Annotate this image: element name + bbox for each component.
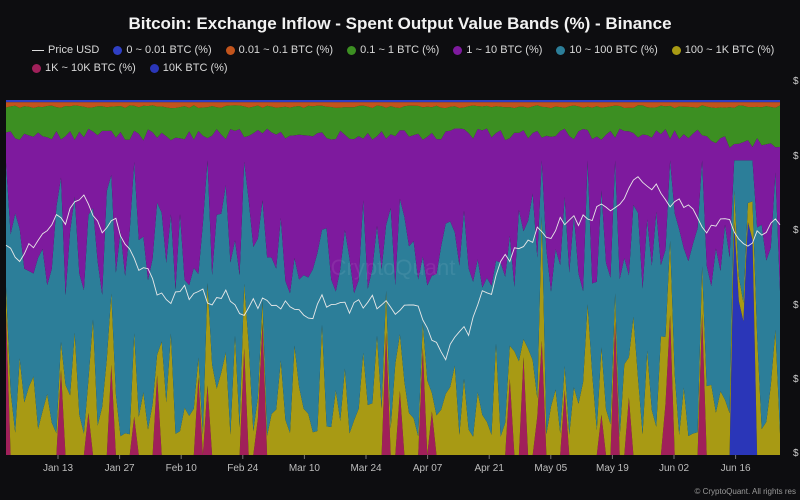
x-tick-label-6: Apr 07 xyxy=(413,463,443,474)
copyright-footer: © CryptoQuant. All rights res xyxy=(694,487,797,496)
legend-swatch-3 xyxy=(347,45,357,55)
legend-label-1: 0 ~ 0.01 BTC (%) xyxy=(126,44,212,56)
x-tick-label-5: Mar 24 xyxy=(350,463,382,474)
legend-item-8[interactable]: 10K BTC (%) xyxy=(149,60,228,76)
x-tick-label-4: Mar 10 xyxy=(289,463,321,474)
legend-swatch-8 xyxy=(149,63,159,73)
legend-label-0: Price USD xyxy=(48,44,100,56)
legend-label-3: 0.1 ~ 1 BTC (%) xyxy=(360,44,440,56)
legend-swatch-0 xyxy=(32,49,44,51)
x-tick-label-2: Feb 10 xyxy=(166,463,198,474)
x-tick-label-1: Jan 27 xyxy=(105,463,135,474)
legend-swatch-5 xyxy=(556,45,566,55)
legend-label-5: 10 ~ 100 BTC (%) xyxy=(569,44,658,56)
legend-label-7: 1K ~ 10K BTC (%) xyxy=(45,62,136,74)
legend-swatch-1 xyxy=(113,45,123,55)
area-band-7 xyxy=(6,100,780,103)
legend-item-5[interactable]: 10 ~ 100 BTC (%) xyxy=(556,42,658,58)
legend-item-1[interactable]: 0 ~ 0.01 BTC (%) xyxy=(113,42,212,58)
legend-label-6: 100 ~ 1K BTC (%) xyxy=(684,44,775,56)
area-band-6 xyxy=(6,102,780,109)
area-band-1 xyxy=(6,221,780,455)
chart-title: Bitcoin: Exchange Inflow - Spent Output … xyxy=(128,14,672,33)
legend-item-7[interactable]: 1K ~ 10K BTC (%) xyxy=(32,60,136,76)
legend-item-6[interactable]: 100 ~ 1K BTC (%) xyxy=(671,42,775,58)
x-tick-label-0: Jan 13 xyxy=(43,463,73,474)
x-tick-label-9: May 19 xyxy=(596,463,629,474)
legend-swatch-7 xyxy=(32,63,41,73)
legend-item-4[interactable]: 1 ~ 10 BTC (%) xyxy=(453,42,542,58)
legend-item-0[interactable]: Price USD xyxy=(32,42,99,58)
legend-label-2: 0.01 ~ 0.1 BTC (%) xyxy=(238,44,334,56)
legend-item-3[interactable]: 0.1 ~ 1 BTC (%) xyxy=(347,42,439,58)
area-band-4 xyxy=(6,128,780,296)
area-band-5 xyxy=(6,105,780,148)
legend-swatch-4 xyxy=(453,45,463,55)
right-axis-label-3: $ xyxy=(793,300,799,311)
x-tick-label-11: Jun 16 xyxy=(721,463,751,474)
area-band-2 xyxy=(6,190,780,455)
stacked-area-group xyxy=(6,100,780,455)
right-axis-label-1: $ xyxy=(793,151,799,162)
area-band-3 xyxy=(6,160,780,438)
watermark: CryptoQuant xyxy=(331,255,456,280)
chart-legend: Price USD 0 ~ 0.01 BTC (%) 0.01 ~ 0.1 BTC … xyxy=(32,42,782,76)
legend-label-4: 1 ~ 10 BTC (%) xyxy=(466,44,543,56)
price-usd-line xyxy=(5,176,781,361)
legend-swatch-2 xyxy=(225,45,235,55)
x-tick-label-7: Apr 21 xyxy=(474,463,504,474)
right-axis-label-4: $ xyxy=(793,374,799,385)
legend-item-2[interactable]: 0.01 ~ 0.1 BTC (%) xyxy=(225,42,334,58)
x-tick-label-8: May 05 xyxy=(534,463,567,474)
x-tick-label-10: Jun 02 xyxy=(659,463,689,474)
legend-swatch-6 xyxy=(671,45,681,55)
right-axis-label-5: $ xyxy=(793,448,799,459)
x-tick-label-3: Feb 24 xyxy=(227,463,259,474)
right-axis-label-2: $ xyxy=(793,225,799,236)
right-axis-label-0: $ xyxy=(793,76,799,87)
legend-label-8: 10K BTC (%) xyxy=(162,62,228,74)
